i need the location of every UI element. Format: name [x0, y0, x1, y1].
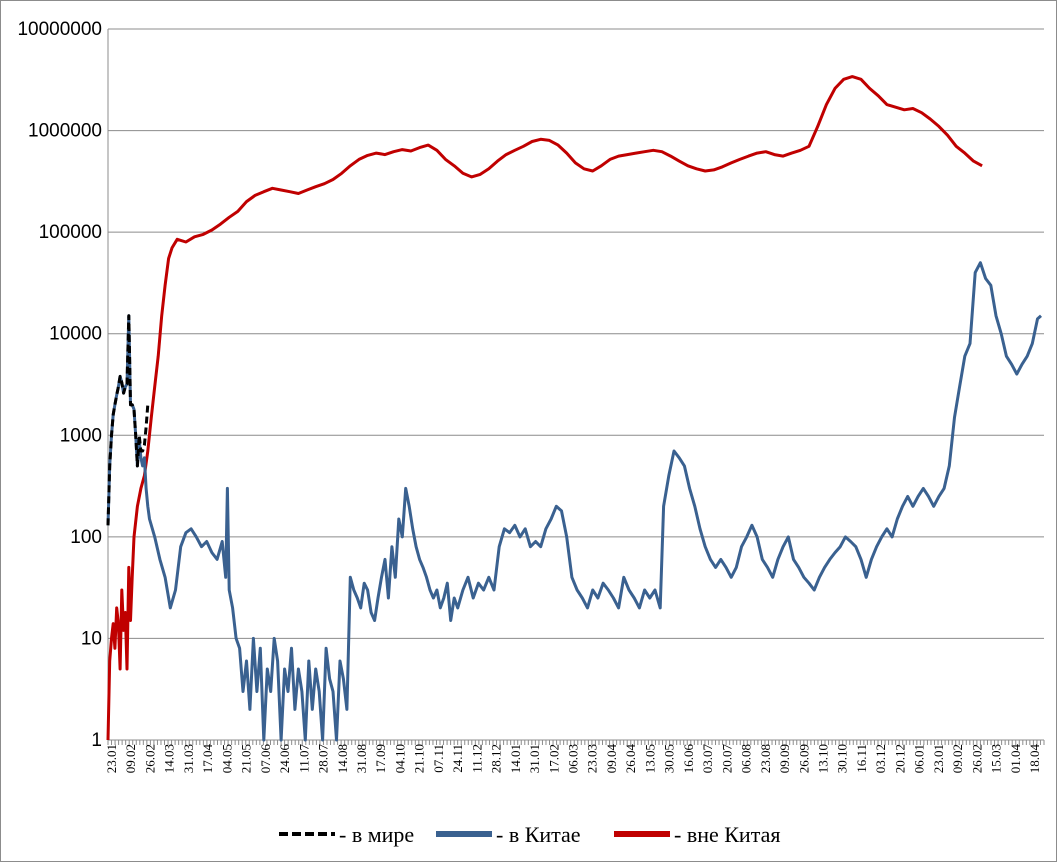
x-tick-label: 30.10 — [835, 744, 850, 773]
series-lines — [106, 75, 1042, 742]
y-tick-1000000: 1000000 — [28, 121, 102, 142]
x-tick-label: 17.09 — [373, 744, 388, 773]
x-tick-label: 13.05 — [642, 744, 657, 773]
x-tick-label: 01.04 — [1008, 743, 1023, 773]
x-tick-label: 20.07 — [719, 744, 734, 774]
x-tick-label: 07.11 — [431, 744, 446, 773]
x-tick-label: 31.03 — [181, 744, 196, 773]
legend-label-1: - в Китае — [496, 822, 581, 847]
legend-label-0: - в мире — [339, 822, 414, 847]
x-tick-label: 06.08 — [739, 744, 754, 773]
x-tick-label: 28.07 — [316, 744, 331, 774]
x-tick-label: 31.08 — [354, 744, 369, 773]
x-tick-label: 31.01 — [527, 744, 542, 773]
y-tick-10000000: 10000000 — [17, 19, 102, 40]
y-tick-10: 10 — [81, 628, 102, 649]
gridlines — [108, 28, 1044, 639]
x-tick-label: 23.08 — [758, 744, 773, 773]
x-tick-label: 16.11 — [854, 744, 869, 773]
x-tick-label: 16.06 — [681, 744, 696, 774]
x-tick-label: 07.06 — [258, 744, 273, 774]
x-tick-label: 03.07 — [700, 744, 715, 774]
y-tick-1000: 1000 — [60, 425, 102, 446]
x-tick-label: 26.09 — [796, 744, 811, 773]
x-tick-label: 23.03 — [585, 744, 600, 773]
x-tick-label: 18.04 — [1027, 744, 1042, 774]
series-line-0 — [106, 314, 150, 526]
x-tick-label: 13.10 — [815, 744, 830, 773]
x-tick-label: 24.06 — [277, 744, 292, 774]
x-tick-label: 04.10 — [392, 744, 407, 773]
x-tick-label: 23.01 — [931, 744, 946, 773]
x-tick-label: 06.03 — [566, 744, 581, 773]
x-tick-label: 14.01 — [508, 744, 523, 773]
y-tick-1: 1 — [91, 730, 102, 751]
y-tick-10000: 10000 — [49, 324, 102, 345]
x-tick-label: 03.12 — [873, 744, 888, 773]
x-tick-label: 26.02 — [142, 744, 157, 773]
legend: - в мире - в Китае - вне Китая — [279, 822, 780, 847]
x-tick-label: 20.12 — [892, 744, 907, 773]
x-tick-label: 24.11 — [450, 744, 465, 773]
x-tick-label: 17.02 — [546, 744, 561, 773]
x-tick-label: 28.12 — [489, 744, 504, 773]
x-tick-label: 04.05 — [219, 744, 234, 773]
x-tick-label: 23.01 — [104, 744, 119, 773]
x-tick-label: 26.02 — [969, 744, 984, 773]
x-tick-label: 11.07 — [296, 744, 311, 773]
axes — [107, 29, 1045, 745]
x-tick-label: 11.12 — [469, 744, 484, 773]
x-tick-labels: 23.01 09.02 26.02 14.03 31.03 17.04 04.05 21.05… — [104, 743, 1042, 773]
x-tick-label: 09.02 — [950, 744, 965, 773]
x-tick-label: 14.03 — [162, 744, 177, 773]
x-tick-label: 17.04 — [200, 744, 215, 774]
x-tick-label: 06.01 — [912, 744, 927, 773]
x-tick-label: 30.05 — [662, 744, 677, 773]
x-tick-label: 21.05 — [239, 744, 254, 773]
x-tick-label: 26.04 — [623, 744, 638, 774]
x-tick-label: 09.09 — [777, 744, 792, 773]
series-line-1 — [106, 261, 1042, 742]
x-tick-label: 21.10 — [412, 744, 427, 773]
x-tick-label: 15.03 — [989, 744, 1004, 773]
y-tick-100: 100 — [70, 527, 102, 548]
x-tick-label: 09.04 — [604, 744, 619, 774]
x-tick-label: 09.02 — [123, 744, 138, 773]
series-line-2 — [106, 75, 983, 741]
y-tick-labels: 1 10 100 1000 10000 100000 1000000 10000000 — [17, 19, 102, 751]
y-tick-100000: 100000 — [39, 222, 102, 243]
legend-label-2: - вне Китая — [674, 822, 780, 847]
x-tick-label: 14.08 — [335, 744, 350, 773]
